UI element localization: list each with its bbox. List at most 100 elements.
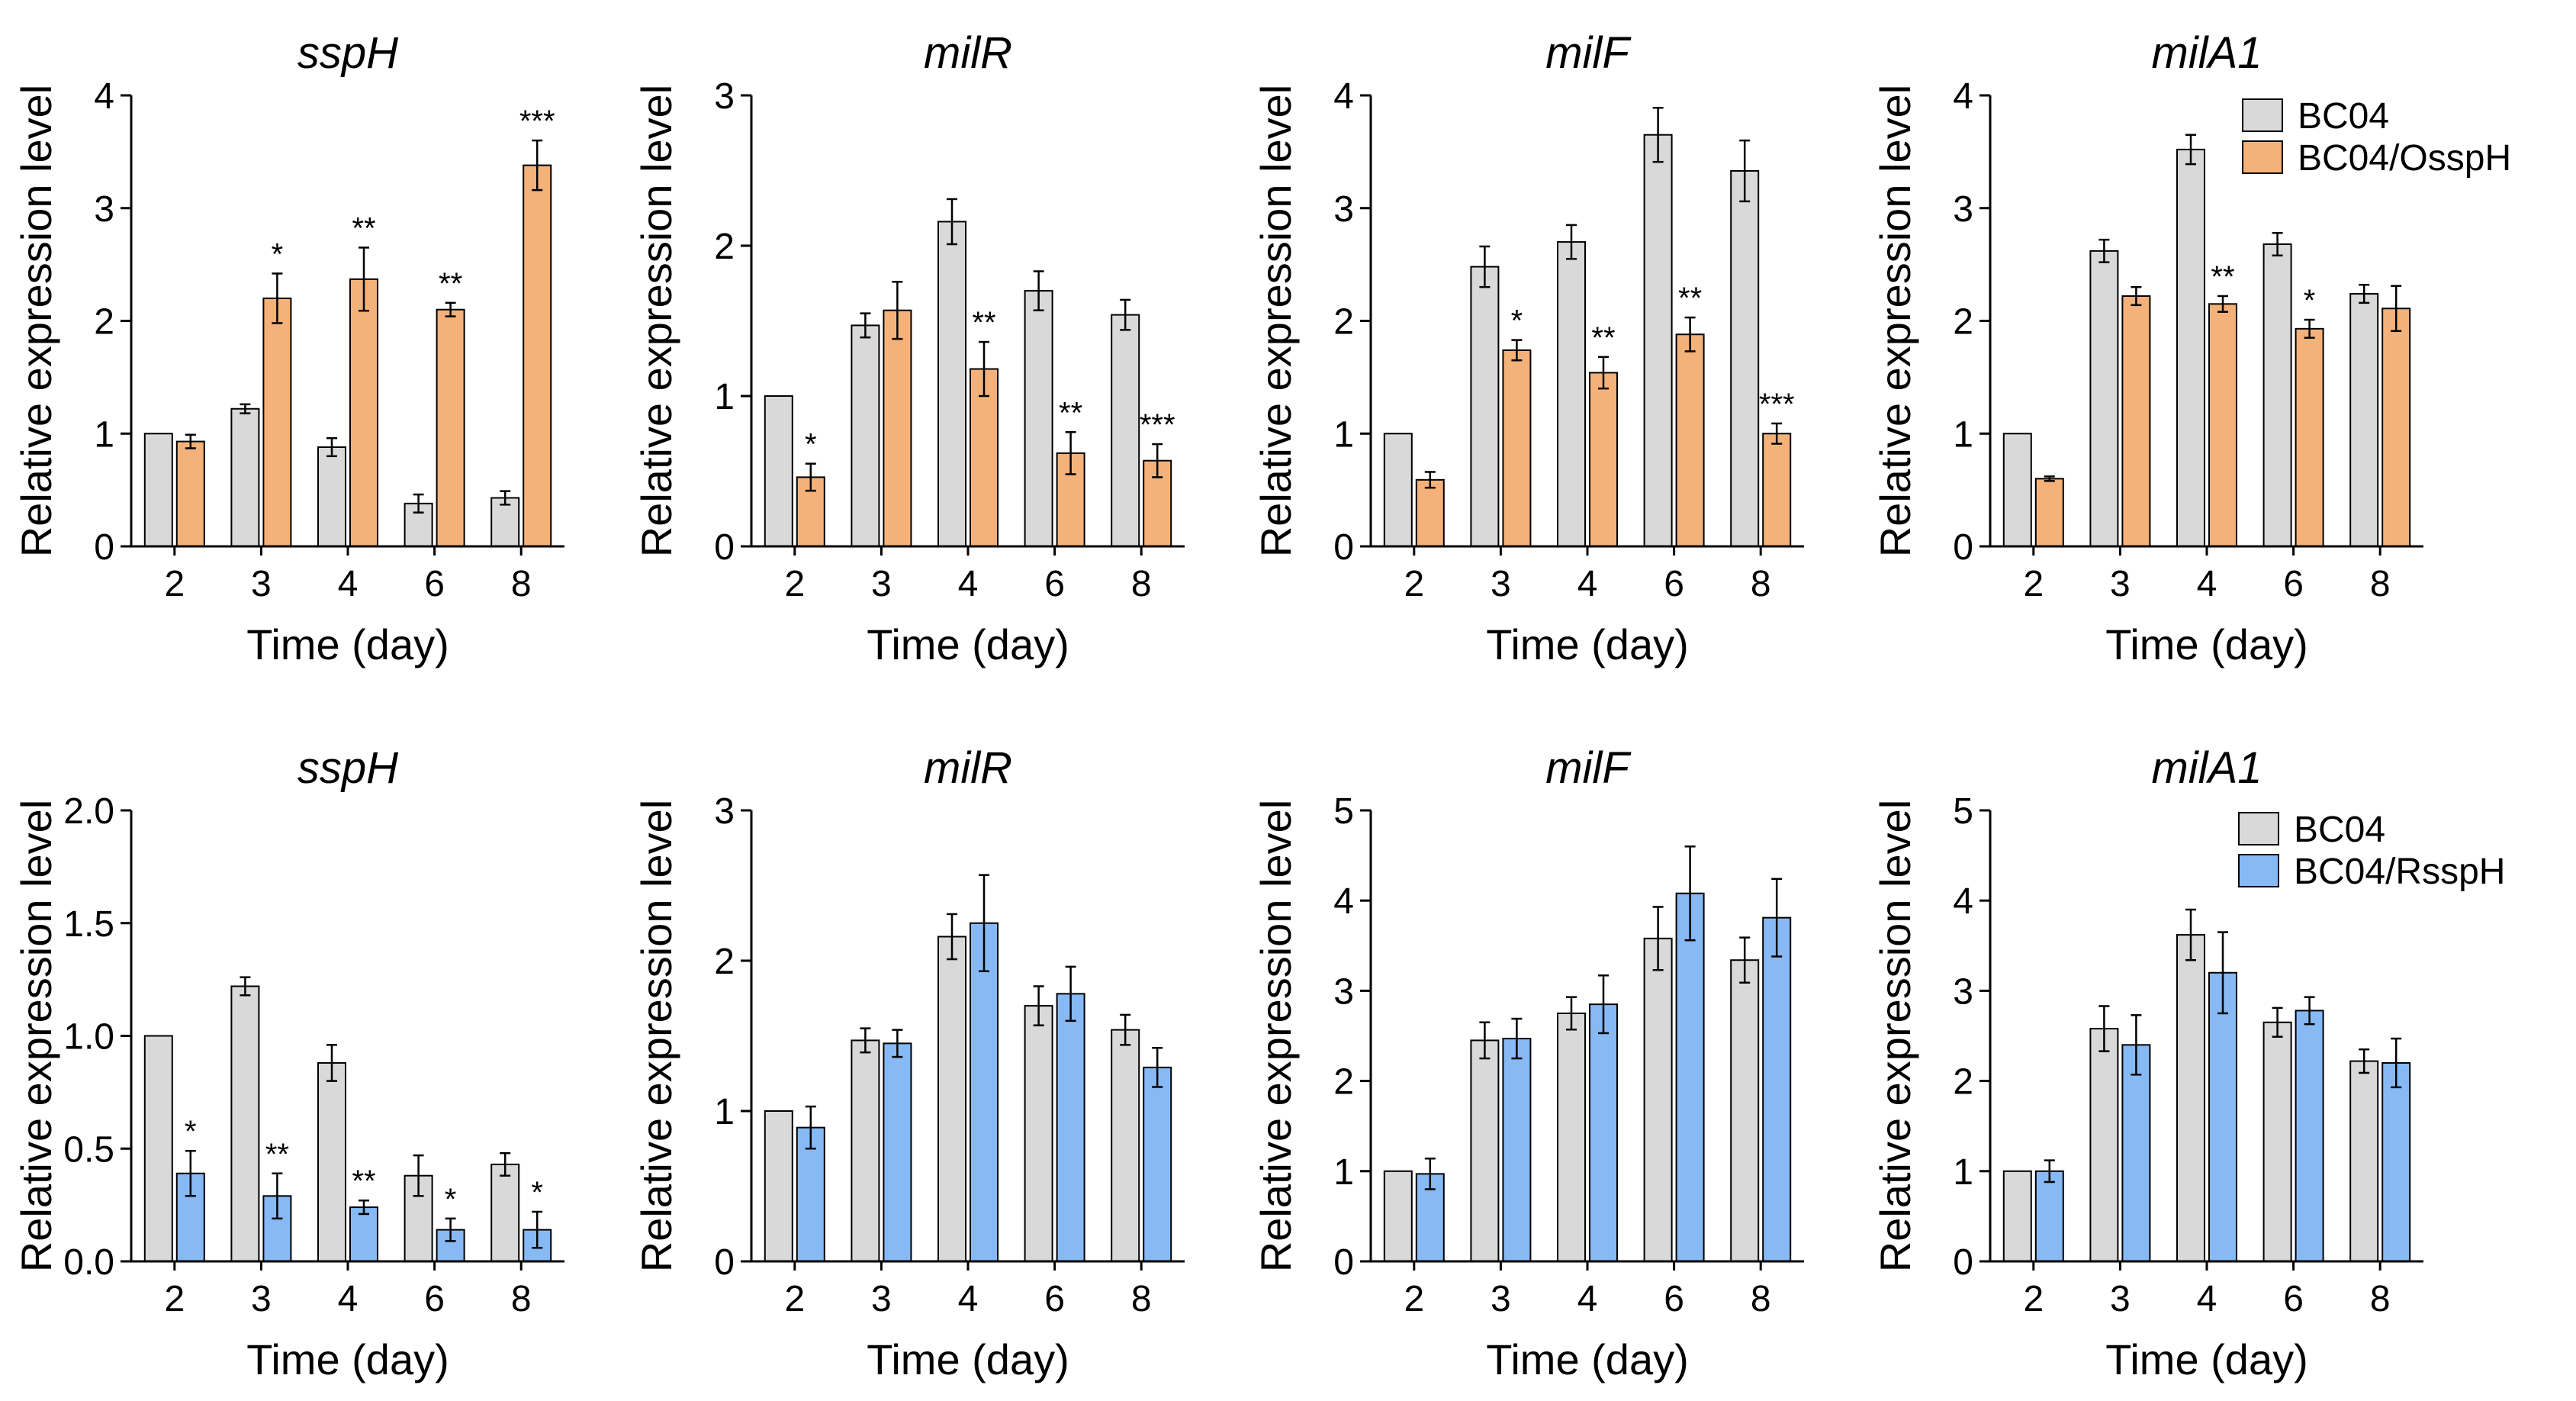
y-tick-label: 5 [1953,791,1973,832]
bar-mutant [2121,295,2151,547]
chart-title: sspH [297,743,398,793]
bar-bc04 [317,446,346,547]
bar-mutant [2381,1061,2411,1262]
bar-bc04 [2262,243,2292,547]
chart-title: milR [924,743,1012,793]
significance-mark: * [531,1176,543,1209]
bar-bc04 [2176,148,2205,548]
y-tick-label: 0 [1333,527,1354,568]
bar-mutant [2034,1170,2064,1263]
y-tick-label: 2 [1333,1062,1354,1103]
bar-bc04 [1383,1170,1413,1263]
significance-mark: *** [1759,388,1795,421]
bar-bc04 [764,395,793,547]
bar-bc04 [1111,1029,1140,1262]
y-tick-label: 3 [1953,971,1973,1012]
x-tick-label: 2 [164,564,185,604]
x-tick-label: 4 [2197,564,2217,604]
x-tick-label: 2 [2023,1279,2044,1319]
y-tick-label: 3 [714,791,735,832]
x-tick-label: 8 [1131,1279,1152,1319]
x-tick-label: 8 [2370,1279,2391,1319]
bar-mutant [436,308,465,547]
legend-label: BC04 [2294,810,2385,850]
x-tick-label: 4 [338,564,359,604]
y-tick-label: 1 [714,1092,735,1132]
bar-mutant [2381,308,2411,547]
y-tick-label: 4 [1333,76,1354,117]
x-axis-label: Time (day) [1486,1335,1689,1383]
y-tick-label: 2 [714,942,735,982]
x-axis-label: Time (day) [867,620,1069,668]
y-tick-label: 2 [1333,302,1354,343]
y-tick-label: 0 [1333,1242,1354,1283]
y-tick-label: 1 [714,377,735,417]
x-tick-label: 8 [1751,564,1771,604]
y-tick-label: 2.0 [63,791,114,832]
x-tick-label: 6 [2283,1279,2304,1319]
y-axis-label: Relative expression level [1871,85,1919,557]
x-tick-label: 6 [1664,564,1684,604]
bar-bc04 [143,1035,173,1262]
bar-mutant [1502,349,1532,547]
chart-title: milA1 [2151,28,2262,78]
legend-label: BC04/OsspH [2298,138,2511,179]
y-axis-label: Relative expression level [1252,800,1300,1272]
x-tick-label: 4 [958,564,979,604]
bar-bc04 [2002,1170,2032,1263]
bar-mutant [262,297,292,547]
chart-panel-8: milA1 Relative expression level Time (day)… [1871,743,2423,1383]
x-tick-label: 3 [2110,564,2131,604]
bar-mutant [1762,433,1792,547]
bar-bc04 [2262,1021,2292,1263]
x-tick-label: 6 [1044,564,1065,604]
bar-mutant [175,440,205,548]
bar-mutant [1143,1066,1172,1262]
bar-mutant [2121,1044,2151,1262]
x-tick-label: 4 [958,1279,979,1319]
significance-mark: ** [1591,321,1615,355]
significance-mark: ** [439,267,462,301]
y-tick-label: 4 [1953,881,1973,922]
y-axis-label: Relative expression level [12,85,60,557]
y-axis-label: Relative expression level [1871,800,1919,1272]
bar-mutant [2295,1010,2324,1263]
x-tick-label: 6 [1044,1279,1065,1319]
y-tick-label: 3 [1953,189,1973,230]
y-tick-label: 2 [1953,1062,1973,1103]
y-tick-label: 4 [94,76,114,117]
bar-mutant [349,1206,378,1262]
legend-swatch [2238,812,2279,845]
x-axis-label: Time (day) [246,1335,449,1383]
bar-mutant [1589,1003,1618,1262]
x-tick-label: 6 [424,564,445,604]
chart-title: milR [924,28,1012,78]
x-tick-label: 8 [511,1279,532,1319]
bar-bc04 [937,936,966,1262]
y-tick-label: 1 [1333,414,1354,455]
bar-bc04 [1557,1012,1586,1262]
bar-bc04 [230,985,260,1262]
significance-mark: * [185,1115,197,1148]
chart-panel-5: sspH Relative expression level Time (day) *… [12,743,564,1383]
significance-mark: * [272,237,284,271]
y-tick-label: 0 [94,527,114,568]
significance-mark: ** [1678,282,1702,315]
bar-mutant [1056,993,1085,1262]
y-axis-label: Relative expression level [12,800,60,1272]
x-tick-label: 2 [784,564,805,604]
x-axis-label: Time (day) [246,620,449,668]
bar-bc04 [1111,314,1140,547]
y-axis-label: Relative expression level [1252,85,1300,557]
bar-mutant [1675,333,1705,547]
x-tick-label: 4 [2197,1279,2217,1319]
x-tick-label: 2 [2023,564,2044,604]
x-axis-label: Time (day) [867,1335,1069,1383]
bar-bc04 [1470,266,1500,547]
legend-label: BC04 [2298,96,2389,137]
significance-mark: ** [352,211,375,245]
x-tick-label: 3 [871,564,892,604]
x-tick-label: 3 [251,564,272,604]
bar-mutant [1589,372,1618,547]
